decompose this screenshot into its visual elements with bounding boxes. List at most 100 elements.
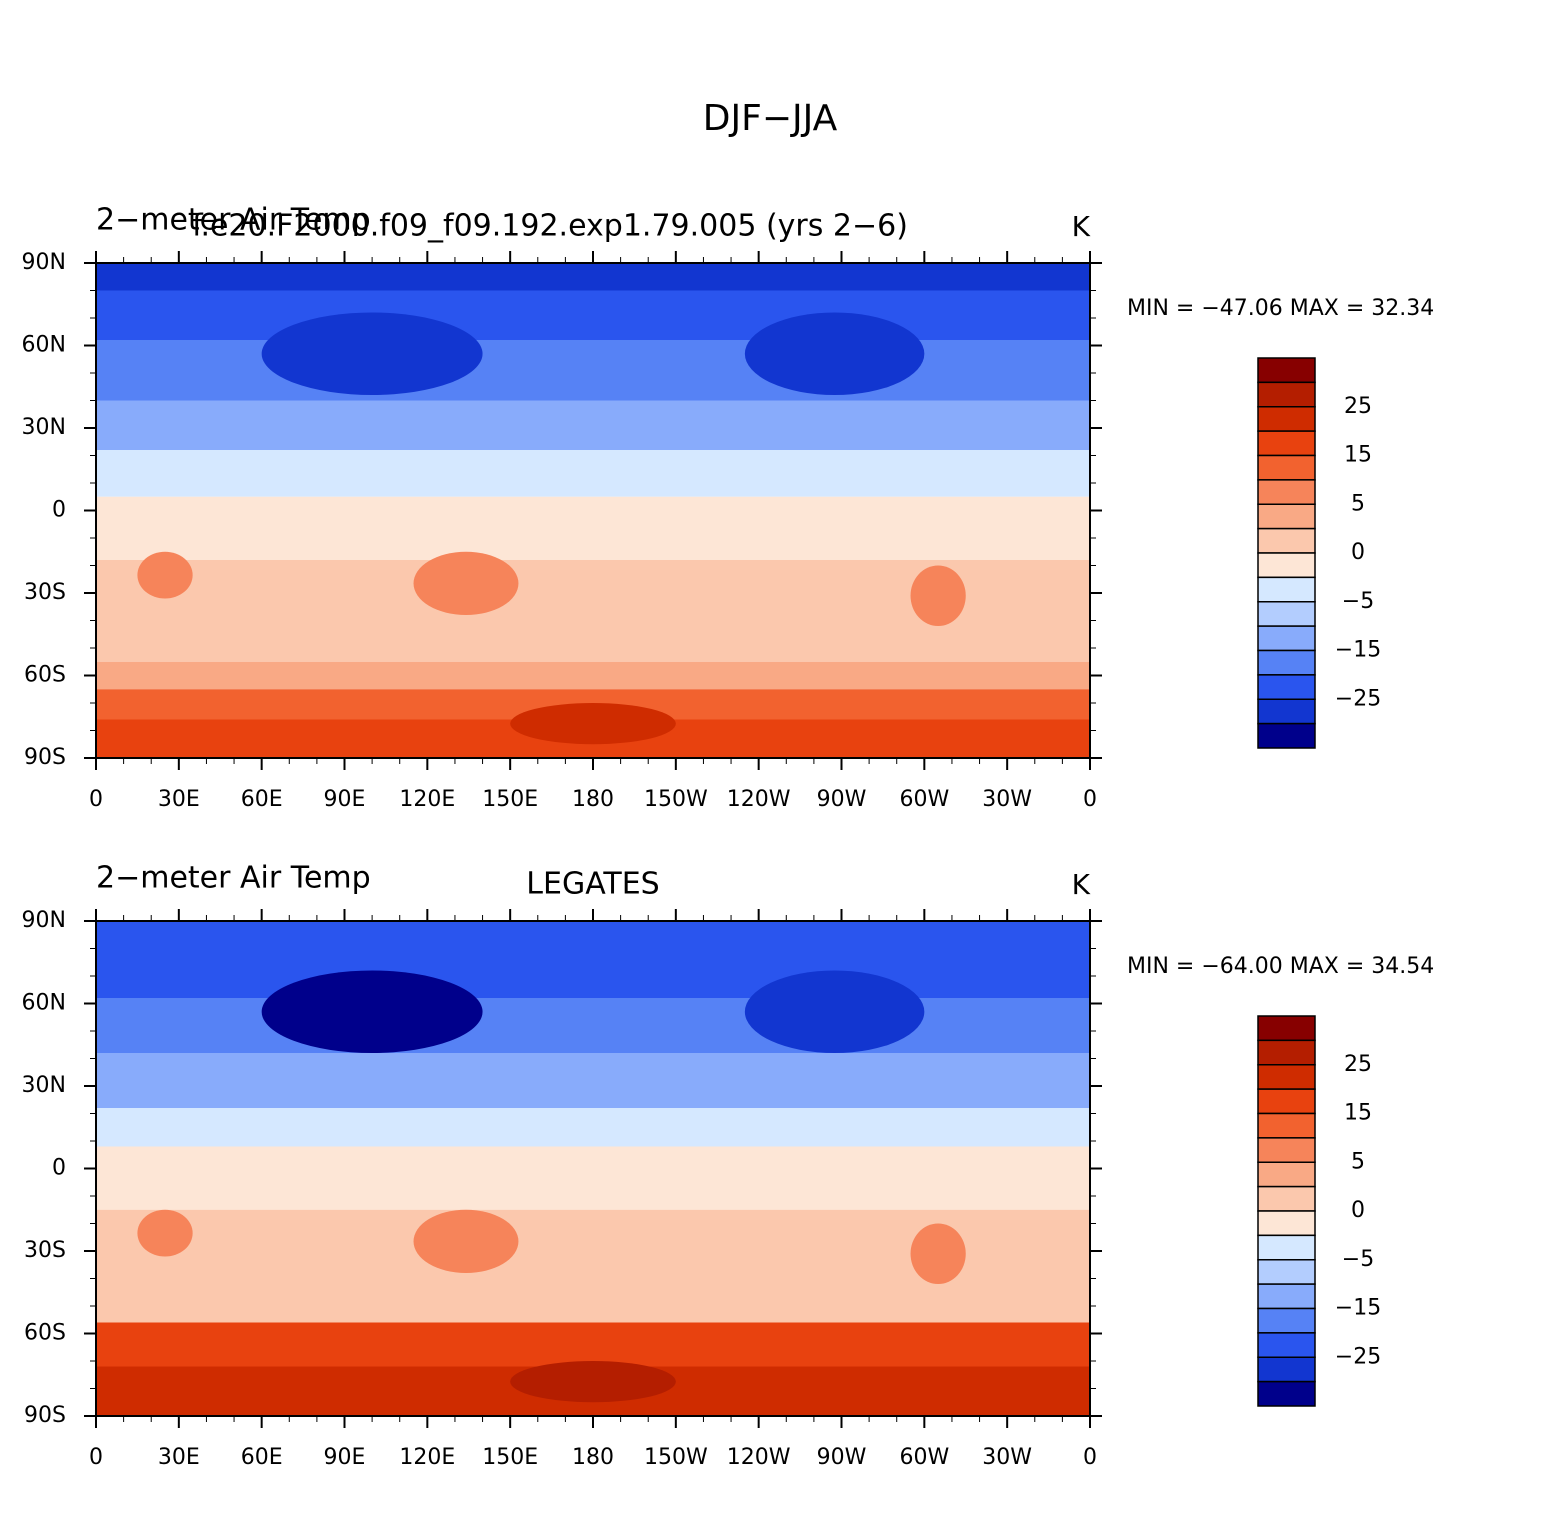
y-tick-label: 60S bbox=[24, 663, 66, 688]
x-tick-label: 60E bbox=[241, 787, 283, 812]
colorbar-box bbox=[1257, 406, 1316, 432]
colorbar-label: −15 bbox=[1335, 638, 1381, 663]
x-tick-label: 30E bbox=[158, 787, 200, 812]
colorbar-box bbox=[1257, 1137, 1316, 1163]
x-tick-label: 120E bbox=[399, 787, 455, 812]
colorbar-box bbox=[1257, 357, 1316, 384]
figure-title: DJF−JJA bbox=[703, 98, 838, 139]
colorbar-label: 5 bbox=[1351, 1149, 1365, 1174]
colorbar-box bbox=[1257, 625, 1316, 652]
x-tick-label: 180 bbox=[572, 787, 614, 812]
colorbar-box bbox=[1257, 674, 1316, 700]
x-tick-label: 180 bbox=[572, 1445, 614, 1470]
colorbar-label: −25 bbox=[1335, 686, 1381, 711]
temperature-region bbox=[510, 703, 676, 745]
x-tick-label: 90W bbox=[817, 1445, 867, 1470]
colorbar-box bbox=[1257, 1064, 1316, 1090]
colorbar-box bbox=[1257, 1332, 1316, 1358]
x-tick-label: 30W bbox=[982, 1445, 1032, 1470]
temperature-band bbox=[96, 661, 1090, 690]
colorbar-label: 15 bbox=[1344, 443, 1372, 468]
colorbar-box bbox=[1257, 1015, 1316, 1042]
panel-units: K bbox=[1072, 210, 1091, 243]
colorbar-box bbox=[1257, 552, 1316, 579]
temperature-band bbox=[96, 948, 1090, 998]
y-tick-label: 60N bbox=[22, 333, 66, 358]
temperature-band bbox=[96, 450, 1090, 497]
x-tick-label: 0 bbox=[89, 1445, 103, 1470]
colorbar-label: 25 bbox=[1344, 1052, 1372, 1077]
colorbar-box bbox=[1257, 1259, 1316, 1285]
colorbar-box bbox=[1257, 1185, 1316, 1212]
panel-left-title: 2−meter Air Temp bbox=[96, 203, 371, 238]
y-tick-label: 90S bbox=[24, 1403, 66, 1428]
temperature-band bbox=[96, 921, 1090, 949]
colorbar-box bbox=[1257, 1112, 1316, 1139]
x-tick-label: 90E bbox=[324, 787, 366, 812]
colorbar-box bbox=[1257, 1088, 1316, 1115]
colorbar-label: 15 bbox=[1344, 1101, 1372, 1126]
colorbar-box bbox=[1257, 1234, 1316, 1261]
y-tick-label: 0 bbox=[52, 498, 66, 523]
x-tick-label: 60E bbox=[241, 1445, 283, 1470]
temperature-band bbox=[96, 1108, 1090, 1147]
temperature-region bbox=[910, 1223, 966, 1284]
x-tick-label: 150W bbox=[644, 1445, 708, 1470]
temperature-region bbox=[510, 1361, 676, 1403]
temperature-region bbox=[413, 551, 519, 615]
temperature-region bbox=[744, 312, 925, 395]
x-tick-label: 60W bbox=[899, 787, 949, 812]
y-tick-label: 30N bbox=[22, 415, 66, 440]
colorbar-box bbox=[1257, 430, 1316, 457]
colorbar-box bbox=[1257, 1161, 1316, 1188]
colorbar-box bbox=[1257, 1283, 1316, 1310]
colorbar-box bbox=[1257, 601, 1316, 627]
colorbar-label: −25 bbox=[1335, 1344, 1381, 1369]
temperature-region bbox=[261, 312, 483, 395]
x-tick-label: 150E bbox=[482, 1445, 538, 1470]
temperature-band bbox=[96, 1053, 1090, 1108]
colorbar-label: −5 bbox=[1342, 589, 1374, 614]
x-tick-label: 120W bbox=[727, 787, 791, 812]
x-tick-label: 120W bbox=[727, 1445, 791, 1470]
map-panel bbox=[96, 263, 1090, 758]
temperature-band bbox=[96, 496, 1090, 560]
panel-left-title: 2−meter Air Temp bbox=[96, 861, 371, 896]
panel-units: K bbox=[1072, 868, 1091, 901]
temperature-region bbox=[910, 565, 966, 626]
colorbar-label: 0 bbox=[1351, 540, 1365, 565]
temperature-band bbox=[96, 1306, 1090, 1323]
x-tick-label: 60W bbox=[899, 1445, 949, 1470]
x-tick-label: 150W bbox=[644, 787, 708, 812]
x-tick-label: 0 bbox=[1083, 1445, 1097, 1470]
colorbar-label: −5 bbox=[1342, 1247, 1374, 1272]
colorbar-box bbox=[1257, 698, 1316, 725]
temperature-band bbox=[96, 340, 1090, 401]
panel-center-title: LEGATES bbox=[526, 867, 659, 902]
colorbar-box bbox=[1257, 1039, 1316, 1066]
colorbar-box bbox=[1257, 722, 1316, 749]
temperature-region bbox=[261, 970, 483, 1053]
colorbar-label: −15 bbox=[1335, 1296, 1381, 1321]
y-tick-label: 30N bbox=[22, 1073, 66, 1098]
min-max: MIN = −47.06 MAX = 32.34 bbox=[1127, 296, 1434, 321]
min-max: MIN = −64.00 MAX = 34.54 bbox=[1127, 954, 1434, 979]
temperature-band bbox=[96, 1146, 1090, 1210]
colorbar-box bbox=[1257, 1210, 1316, 1237]
colorbar-box bbox=[1257, 649, 1316, 676]
x-tick-label: 90E bbox=[324, 1445, 366, 1470]
colorbar-label: 0 bbox=[1351, 1198, 1365, 1223]
x-tick-label: 150E bbox=[482, 787, 538, 812]
y-tick-label: 0 bbox=[52, 1156, 66, 1181]
x-tick-label: 0 bbox=[1083, 787, 1097, 812]
x-tick-label: 30W bbox=[982, 787, 1032, 812]
map-panel bbox=[96, 921, 1090, 1416]
colorbar-box bbox=[1257, 1307, 1316, 1334]
y-tick-label: 30S bbox=[24, 1238, 66, 1263]
colorbar-box bbox=[1257, 479, 1316, 505]
y-tick-label: 90N bbox=[22, 908, 66, 933]
y-tick-label: 60S bbox=[24, 1321, 66, 1346]
colorbar-box bbox=[1257, 381, 1316, 408]
y-tick-label: 60N bbox=[22, 991, 66, 1016]
colorbar-box bbox=[1257, 527, 1316, 554]
